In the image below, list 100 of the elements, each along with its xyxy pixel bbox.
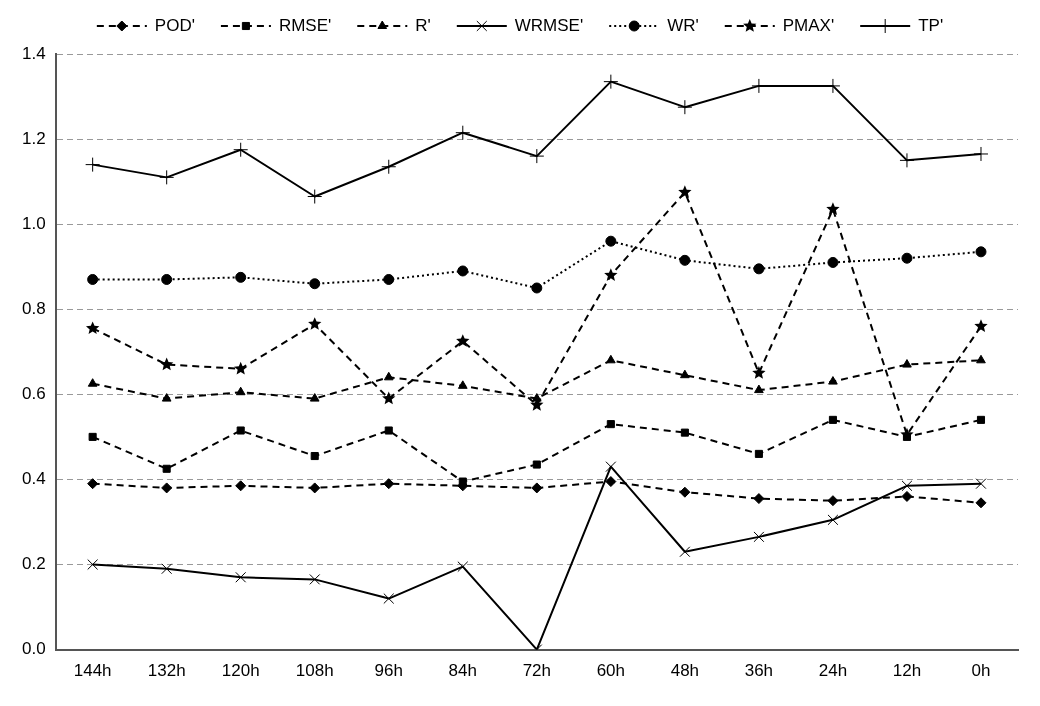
point: [85, 321, 100, 335]
point: [309, 573, 321, 585]
legend-label: TP': [918, 15, 944, 35]
x-tick-label: 60h: [596, 661, 626, 681]
point: [604, 268, 618, 281]
x-tick-label: 0h: [971, 661, 991, 681]
point: [381, 159, 397, 175]
point: [308, 317, 322, 330]
point: [87, 559, 99, 570]
point: [234, 361, 248, 375]
point: [975, 497, 987, 509]
point: [976, 354, 986, 364]
point: [382, 391, 396, 405]
legend-label: RMSE': [278, 15, 332, 35]
point: [88, 432, 97, 441]
y-tick-label: 1.2: [21, 128, 46, 148]
x-tick-label: 144h: [73, 661, 112, 681]
point: [457, 380, 468, 389]
point: [161, 563, 173, 575]
legend-label: R': [415, 15, 431, 35]
point: [828, 415, 837, 424]
point: [975, 246, 987, 258]
point: [309, 393, 320, 402]
x-tick-label: 12h: [892, 661, 922, 681]
x-tick-label: 72h: [522, 661, 551, 681]
point: [976, 415, 986, 424]
point: [605, 476, 617, 488]
point: [457, 561, 469, 573]
point: [455, 125, 471, 141]
y-tick-label: 0.2: [21, 554, 46, 574]
point: [753, 531, 765, 543]
point: [87, 478, 99, 490]
y-tick-label: 0.6: [21, 384, 46, 404]
point: [754, 384, 764, 394]
point: [383, 371, 394, 381]
point: [457, 265, 469, 277]
point: [678, 185, 692, 198]
point: [603, 74, 619, 90]
point: [679, 546, 691, 558]
point: [677, 99, 693, 115]
point: [383, 273, 395, 285]
point: [826, 202, 840, 215]
point: [161, 273, 173, 285]
point: [162, 464, 171, 473]
point: [902, 359, 912, 368]
x-tick-label: 48h: [670, 661, 700, 681]
point: [901, 252, 913, 264]
point: [605, 235, 617, 247]
point: [752, 366, 766, 379]
legend-label: WRMSE': [514, 15, 584, 35]
point: [383, 478, 395, 490]
point: [827, 495, 839, 507]
y-tick-label: 0.0: [21, 639, 46, 659]
x-tick-label: 24h: [818, 661, 848, 681]
point: [159, 169, 175, 185]
point: [901, 490, 913, 502]
point: [233, 142, 249, 158]
point: [235, 271, 247, 283]
y-tick-label: 1.0: [21, 213, 46, 233]
point: [531, 282, 543, 294]
point: [310, 451, 319, 461]
point: [827, 256, 839, 268]
point: [827, 514, 839, 526]
point: [900, 427, 914, 441]
x-tick-label: 96h: [374, 661, 403, 681]
point: [680, 369, 690, 379]
x-tick-label: 36h: [744, 661, 774, 681]
point: [973, 146, 989, 162]
legend-label: POD': [154, 15, 195, 35]
y-tick-label: 0.8: [21, 298, 46, 318]
point: [384, 426, 393, 435]
point: [606, 420, 615, 429]
point: [753, 493, 765, 505]
point: [236, 426, 245, 435]
y-tick-label: 1.4: [21, 43, 46, 63]
point: [309, 482, 321, 494]
point: [679, 254, 691, 266]
point: [532, 460, 541, 469]
point: [309, 278, 321, 290]
point: [235, 571, 247, 583]
point: [383, 593, 395, 604]
point: [529, 148, 545, 164]
point: [901, 480, 913, 492]
point: [235, 386, 246, 396]
point: [605, 461, 617, 473]
point: [531, 393, 542, 402]
point: [160, 357, 174, 371]
point: [679, 486, 691, 498]
point: [899, 152, 915, 168]
point: [754, 449, 763, 458]
point: [87, 273, 99, 285]
point: [85, 157, 101, 173]
x-tick-label: 132h: [147, 661, 186, 681]
point: [161, 482, 173, 494]
x-tick-label: 120h: [221, 661, 260, 681]
legend-label: WR': [667, 15, 699, 35]
point: [828, 376, 838, 385]
point: [531, 482, 543, 494]
point: [161, 393, 172, 402]
legend-label: PMAX': [782, 15, 835, 35]
